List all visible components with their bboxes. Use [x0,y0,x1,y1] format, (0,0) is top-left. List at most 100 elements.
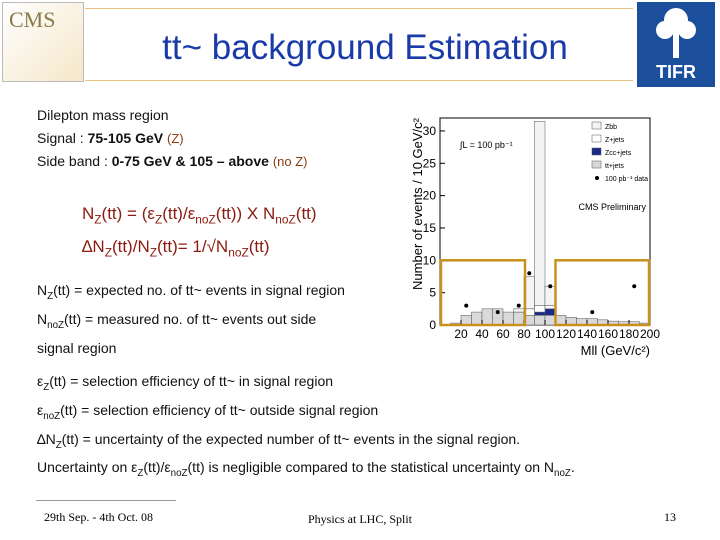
x-tick-label: 80 [517,327,531,341]
subscript: Z [43,381,50,393]
x-tick-label: 20 [454,327,468,341]
y-axis-label: Number of events / 10 GeV/c² [410,117,425,290]
x-tick-label: 160 [598,327,618,341]
logo-text: CMS [9,7,56,32]
text: N [37,310,48,327]
text: Dilepton mass region [37,107,169,123]
text-line: ∆NZ(tt) = uncertainty of the expected nu… [37,428,575,457]
text: (tt) = expected no. of tt~ events in sig… [53,282,345,298]
bold-text: 75-105 GeV [87,130,164,146]
text: Uncertainty on ε [37,459,138,476]
y-tick-label: 20 [423,189,437,203]
subscript: noZ [43,410,61,422]
data-point [516,303,521,308]
text-line: εZ(tt) = selection efficiency of tt~ in … [37,370,575,399]
text: (tt) is negligible compared to the stati… [187,459,555,476]
note: (no Z) [272,154,308,169]
data-point [495,310,500,315]
subscript: noZ [170,468,188,480]
subscript: noZ [275,212,296,227]
text: signal region [37,339,117,356]
text: (tt)/ε [143,459,171,476]
bold-text: 0-75 GeV & 105 – above [111,153,269,169]
histogram-bar [534,311,546,316]
data-point [548,284,553,289]
histogram-bar [534,305,546,313]
text: (tt) [295,204,317,223]
text: ε [37,373,44,389]
legend-label: 100 pb⁻¹ data [605,176,648,183]
x-tick-label: 180 [619,327,639,341]
legend-label: Z+jets [605,137,625,144]
y-tick-label: 15 [423,221,437,235]
data-point [632,284,637,289]
lumi-label: ∫L = 100 pb⁻¹ [459,140,513,150]
text: ε [37,401,44,418]
text-line: NnoZ(tt) = measured no. of tt~ events ou… [37,308,345,337]
data-point [590,310,595,315]
subscript: noZ [47,319,65,331]
text-line: Side band : 0-75 GeV & 105 – above (no Z… [37,150,308,173]
slide-title: tt~ background Estimation [162,28,568,67]
annotation: CMS Preliminary [578,202,646,212]
legend-label: Zbb [605,124,617,131]
text-line: signal region [37,337,345,360]
logo-text: TIFR [656,62,696,82]
text: N [37,282,48,298]
subscript: noZ [228,245,249,260]
subscript: Z [154,212,163,227]
subscript: Z [47,290,54,302]
histogram-bar [544,308,556,316]
legend-swatch [591,121,602,130]
data-point [464,303,469,308]
text: Signal : [37,130,88,146]
subscript: Z [104,245,112,260]
histogram-bar [460,315,472,326]
text: (tt) [248,237,270,257]
text: (tt)/ε [162,204,196,223]
text-block: εZ(tt) = selection efficiency of tt~ in … [37,370,575,485]
x-tick-label: 40 [475,327,489,341]
tifr-logo: TIFR [637,2,715,87]
histogram-bar [544,305,556,310]
text: (tt)) X N [215,204,276,223]
rule [85,80,633,81]
subscript: Z [94,212,102,227]
histogram-bar [513,311,525,326]
text-line: εnoZ(tt) = selection efficiency of tt~ o… [37,399,575,428]
rule [85,8,633,9]
y-tick-label: 0 [429,318,436,332]
text: (tt)/N [111,237,150,257]
sideband-box [554,259,651,327]
text-line: Signal : 75-105 GeV (Z) [37,127,308,150]
legend-swatch [591,160,602,169]
x-tick-label: 100 [535,327,555,341]
x-axis-label: Mll (GeV/c²) [581,343,650,358]
text: (tt) = selection efficiency of tt~ in si… [49,373,334,389]
histogram-bar [555,315,567,326]
text: ∆N [82,237,105,257]
subscript: noZ [554,468,571,480]
text: (tt) = (ε [101,204,155,223]
histogram-bar [534,315,546,326]
text: ∆N [37,430,56,447]
data-point [527,271,532,276]
y-tick-label: 10 [423,253,437,267]
histogram-bar [471,311,483,326]
text: (tt) = measured no. of tt~ events out si… [64,310,317,327]
text: (tt) = uncertainty of the expected numbe… [61,430,521,447]
text-line: NZ(tt) = expected no. of tt~ events in s… [37,279,345,308]
subscript: noZ [195,212,216,227]
histogram-bar [502,311,514,326]
x-tick-label: 200 [640,327,660,341]
y-tick-label: 25 [423,156,437,170]
subscript: Z [137,468,144,480]
x-tick-label: 120 [556,327,576,341]
histogram-bar [544,285,556,306]
tree-icon [656,8,696,58]
footer-date: 29th Sep. - 4th Oct. 08 [44,510,153,524]
legend-marker [595,176,599,180]
text-block: NZ(tt) = expected no. of tt~ events in s… [37,279,345,360]
legend-label: Zcc+jets [605,150,632,157]
